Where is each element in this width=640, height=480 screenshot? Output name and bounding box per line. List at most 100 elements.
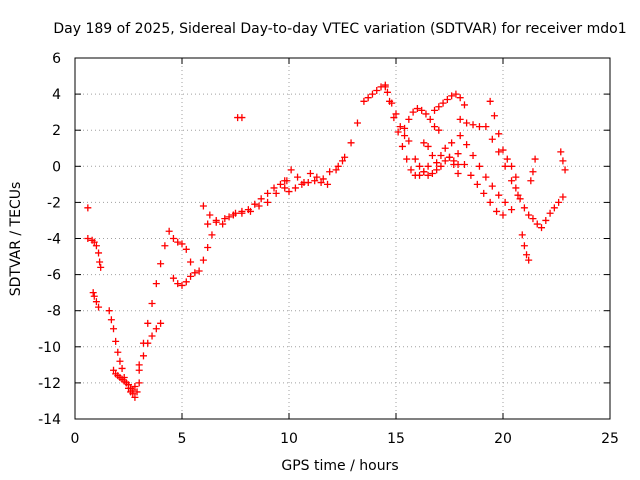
data-point: [95, 303, 103, 311]
data-point: [281, 177, 289, 185]
data-point: [407, 166, 415, 174]
data-point: [416, 162, 424, 170]
grid: [75, 58, 610, 419]
data-point: [401, 132, 409, 140]
series-plateau-lower: [285, 177, 332, 196]
data-point: [157, 260, 165, 268]
data-point: [486, 198, 494, 206]
data-point: [148, 299, 156, 307]
data-point: [89, 289, 97, 297]
data-point: [110, 366, 118, 374]
data-point: [456, 94, 464, 102]
data-point: [306, 170, 314, 178]
data-point: [97, 263, 105, 271]
data-point: [246, 207, 254, 215]
data-point: [424, 162, 432, 170]
data-point: [512, 173, 520, 181]
data-point: [495, 130, 503, 138]
series-long-descent-c: [456, 115, 522, 199]
data-point: [313, 173, 321, 181]
data-point: [486, 97, 494, 105]
series-rise-cluster: [169, 231, 216, 277]
data-point: [463, 119, 471, 127]
data-point: [392, 110, 400, 118]
data-point: [264, 198, 272, 206]
data-point: [191, 269, 199, 277]
data-point: [454, 160, 462, 168]
data-point: [525, 256, 533, 264]
y-tick-label: 4: [52, 87, 61, 103]
data-point: [135, 366, 143, 374]
data-point: [446, 153, 453, 161]
data-point: [199, 202, 207, 210]
series-rise-lower: [169, 272, 195, 289]
data-point: [178, 240, 186, 248]
data-point: [364, 94, 372, 102]
data-point: [285, 188, 293, 196]
data-point: [435, 103, 443, 111]
data-point: [460, 160, 468, 168]
data-point: [508, 162, 516, 170]
data-point: [398, 142, 406, 150]
data-point: [452, 90, 460, 98]
data-point: [105, 307, 113, 315]
data-point: [317, 179, 325, 187]
y-axis-title: SDTVAR / TECUs: [8, 182, 24, 297]
data-point: [388, 99, 396, 107]
data-point: [538, 224, 546, 232]
data-point: [319, 175, 327, 183]
y-tick-label: -8: [47, 304, 61, 320]
x-tick-label: 10: [280, 431, 298, 447]
series-peak-fall-a: [381, 83, 432, 179]
data-point: [488, 182, 496, 190]
series-long-descent-a: [448, 139, 507, 219]
x-tick-label: 0: [71, 431, 80, 447]
data-point: [90, 292, 98, 300]
data-point: [418, 106, 426, 114]
data-point: [334, 162, 342, 170]
series-steep-rise: [131, 227, 173, 391]
data-point: [148, 332, 156, 340]
y-tick-label: -14: [38, 412, 61, 428]
series-dip-track-b: [110, 366, 137, 394]
data-point: [482, 123, 490, 131]
data-point: [373, 86, 381, 94]
x-tick-label: 20: [494, 431, 512, 447]
data-point: [311, 177, 319, 185]
series-long-descent-b: [456, 132, 516, 214]
data-point: [84, 235, 92, 242]
data-point: [324, 180, 332, 188]
data-point: [456, 132, 464, 140]
data-point: [90, 238, 98, 246]
data-point: [441, 144, 449, 152]
data-point: [431, 106, 439, 114]
data-point: [433, 159, 441, 167]
data-point: [433, 166, 441, 174]
data-point: [169, 274, 177, 282]
data-point: [546, 209, 554, 217]
data-point: [508, 206, 516, 214]
data-point: [555, 198, 563, 206]
y-tick-label: 0: [52, 159, 61, 175]
data-point: [199, 256, 207, 264]
chart-title: Day 189 of 2025, Sidereal Day-to-day VTE…: [53, 21, 626, 37]
x-axis-title: GPS time / hours: [281, 458, 398, 474]
data-point: [291, 184, 299, 192]
data-point: [463, 141, 471, 149]
data-point: [144, 339, 152, 347]
data-point: [139, 352, 147, 360]
y-tick-label: 6: [52, 51, 61, 67]
data-point: [204, 220, 212, 228]
data-point: [531, 155, 539, 163]
data-point: [405, 115, 413, 123]
data-point: [559, 193, 567, 201]
data-point: [493, 207, 501, 215]
data-point: [383, 88, 391, 96]
data-point: [129, 386, 137, 394]
data-point: [525, 211, 533, 219]
data-point: [221, 215, 229, 223]
series-mid-lower: [204, 184, 289, 228]
x-tick-label: 25: [601, 431, 619, 447]
data-point: [475, 162, 483, 170]
